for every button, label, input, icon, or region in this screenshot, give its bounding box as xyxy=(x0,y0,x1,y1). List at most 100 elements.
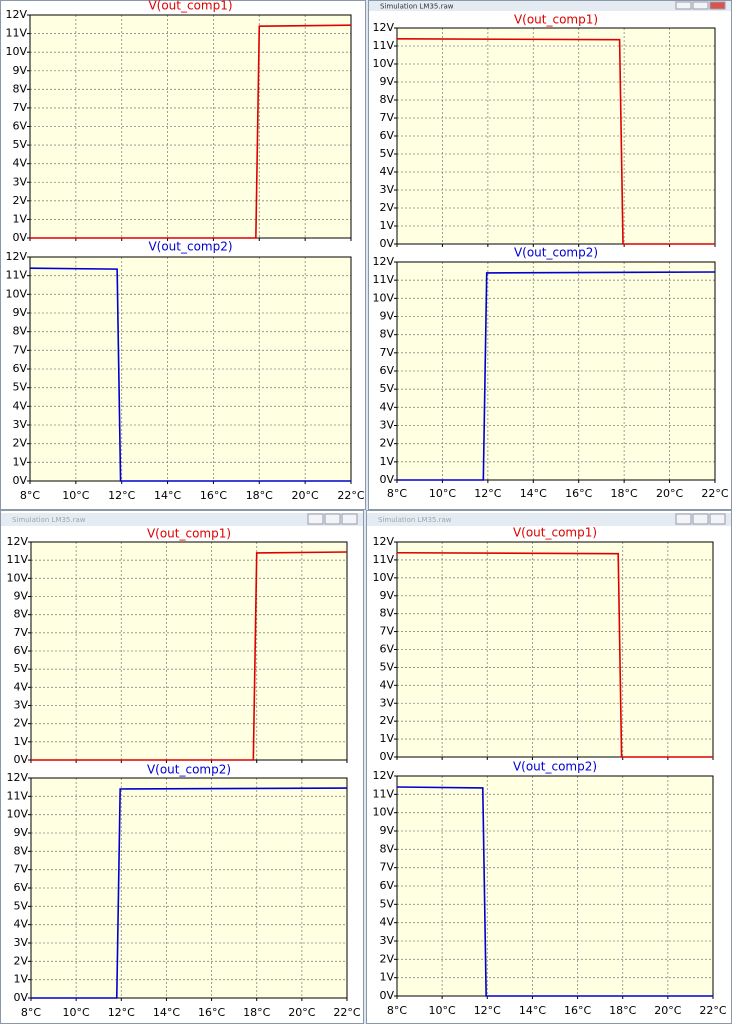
y-tick-label: 5V xyxy=(13,662,28,675)
y-tick-label: 9V xyxy=(379,824,394,837)
y-tick-label: 5V xyxy=(379,897,394,910)
y-tick-label: 8V xyxy=(379,93,394,106)
signal-line xyxy=(396,551,713,758)
y-tick-label: 2V xyxy=(12,194,27,207)
x-tick-label: 22°C xyxy=(701,487,728,500)
signal-line xyxy=(396,786,713,997)
x-tick-label: 12°C xyxy=(108,1006,135,1019)
y-tick-label: 2V xyxy=(379,437,394,450)
y-tick-label: 6V xyxy=(12,120,27,133)
y-tick-label: 0V xyxy=(379,989,394,1002)
x-tick-label: 16°C xyxy=(564,1004,591,1017)
x-tick-label: 10°C xyxy=(429,1004,456,1017)
y-tick-label: 8V xyxy=(12,325,27,338)
x-tick-label: 22°C xyxy=(337,489,364,502)
y-tick-label: 4V xyxy=(379,165,394,178)
plot-title: V(out_comp2) xyxy=(513,760,597,774)
window-button[interactable] xyxy=(709,513,726,525)
y-tick-label: 1V xyxy=(12,212,27,225)
y-tick-label: 11V xyxy=(5,27,27,40)
y-tick-label: 2V xyxy=(12,437,27,450)
y-tick-label: 6V xyxy=(379,643,394,656)
y-tick-label: 5V xyxy=(12,381,27,394)
y-tick-label: 11V xyxy=(372,39,394,52)
y-tick-label: 0V xyxy=(379,237,394,250)
y-tick-label: 10V xyxy=(372,57,394,70)
x-tick-label: 14°C xyxy=(520,487,547,500)
window-button[interactable] xyxy=(709,1,726,10)
y-tick-label: 11V xyxy=(372,787,394,800)
y-tick-label: 11V xyxy=(5,269,27,282)
window-button[interactable] xyxy=(692,513,709,525)
window-button[interactable] xyxy=(307,513,324,525)
x-tick-label: 20°C xyxy=(292,489,319,502)
y-tick-label: 12V xyxy=(372,21,394,34)
plot-title: V(out_comp1) xyxy=(148,0,232,13)
window-button[interactable] xyxy=(675,513,692,525)
y-tick-label: 5V xyxy=(379,147,394,160)
x-tick-label: 22°C xyxy=(333,1006,360,1019)
y-tick-label: 6V xyxy=(379,879,394,892)
x-tick-label: 20°C xyxy=(656,487,683,500)
y-tick-label: 8V xyxy=(13,608,28,621)
plot-title: V(out_comp1) xyxy=(514,13,598,27)
x-tick-label: 10°C xyxy=(62,489,89,502)
x-tick-label: 14°C xyxy=(153,1006,180,1019)
y-tick-label: 7V xyxy=(13,863,28,876)
y-tick-label: 5V xyxy=(379,660,394,673)
x-tick-label: 8°C xyxy=(20,489,40,502)
y-tick-label: 3V xyxy=(12,418,27,431)
y-tick-label: 9V xyxy=(13,826,28,839)
window-button[interactable] xyxy=(324,513,341,525)
y-tick-label: 0V xyxy=(379,473,394,486)
y-tick-label: 9V xyxy=(379,589,394,602)
window-button[interactable] xyxy=(692,1,709,10)
y-tick-label: 11V xyxy=(6,789,28,802)
x-tick-label: 22°C xyxy=(699,1004,726,1017)
y-tick-label: 7V xyxy=(379,346,394,359)
x-tick-label: 20°C xyxy=(288,1006,315,1019)
y-tick-label: 10V xyxy=(6,571,28,584)
y-tick-label: 0V xyxy=(13,991,28,1004)
y-tick-label: 7V xyxy=(12,343,27,356)
y-tick-label: 3V xyxy=(13,936,28,949)
plot-area xyxy=(397,262,715,480)
y-tick-label: 12V xyxy=(372,535,394,548)
plot-title: V(out_comp1) xyxy=(147,527,231,541)
y-tick-label: 11V xyxy=(372,273,394,286)
y-tick-label: 6V xyxy=(379,364,394,377)
x-tick-label: 8°C xyxy=(387,487,407,500)
title-bar xyxy=(367,513,731,526)
y-tick-label: 6V xyxy=(13,881,28,894)
y-tick-label: 1V xyxy=(379,971,394,984)
y-tick-label: 6V xyxy=(379,129,394,142)
y-tick-label: 12V xyxy=(372,255,394,268)
y-tick-label: 12V xyxy=(5,8,27,21)
y-tick-label: 3V xyxy=(13,699,28,712)
x-tick-label: 14°C xyxy=(519,1004,546,1017)
y-tick-label: 7V xyxy=(379,111,394,124)
y-tick-label: 9V xyxy=(379,75,394,88)
y-tick-label: 11V xyxy=(6,553,28,566)
plot-title: V(out_comp2) xyxy=(514,246,598,260)
plot-frame xyxy=(396,541,714,758)
y-tick-label: 2V xyxy=(379,714,394,727)
y-tick-label: 6V xyxy=(13,644,28,657)
y-tick-label: 1V xyxy=(379,732,394,745)
window-title: Simulation LM35.raw xyxy=(12,516,86,524)
window-button[interactable] xyxy=(675,1,692,10)
y-tick-label: 9V xyxy=(13,590,28,603)
y-tick-label: 3V xyxy=(12,175,27,188)
y-tick-label: 4V xyxy=(12,399,27,412)
window-button[interactable] xyxy=(341,513,358,525)
x-tick-label: 18°C xyxy=(246,489,273,502)
y-tick-label: 1V xyxy=(379,219,394,232)
y-tick-label: 11V xyxy=(372,553,394,566)
signal-line xyxy=(397,271,716,481)
y-tick-label: 9V xyxy=(12,64,27,77)
y-tick-label: 7V xyxy=(13,626,28,639)
y-tick-label: 4V xyxy=(379,678,394,691)
plot-frame xyxy=(30,777,348,999)
y-tick-label: 4V xyxy=(379,916,394,929)
